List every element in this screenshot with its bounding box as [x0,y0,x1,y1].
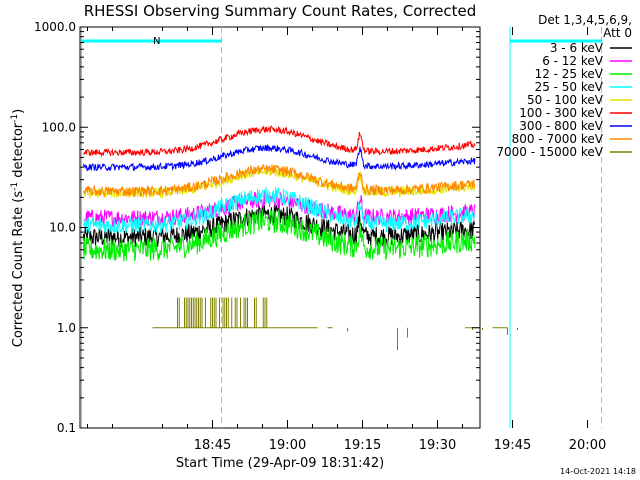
y-tick-label: 100.0 [42,120,76,134]
x-tick-label: 19:45 [494,438,531,453]
y-tick-label: 0.1 [57,421,76,435]
legend-header-line-2: Att 0 [603,26,632,40]
legend-item-label-3: 25 - 50 keV [535,80,604,94]
series-2 [83,209,476,262]
x-tick-label: 18:45 [194,438,231,453]
series-3 [83,186,476,235]
x-tick-label: 19:30 [419,438,456,453]
plot-area: N [79,26,602,429]
x-tick-label: 20:00 [569,438,606,453]
y-axis-label-mid: detector [11,122,26,182]
x-axis-label: Start Time (29-Apr-09 18:31:42) [176,456,384,471]
y-axis-label-main: Corrected Count Rate (s [11,191,26,348]
series-7 [83,164,476,198]
y-axis-label-end: ) [11,109,26,114]
series-6 [83,143,476,172]
series-8 [152,297,518,350]
y-axis-ticks: 1000.0 100.0 10.0 1.0 0.1 [34,20,480,435]
legend-item-label-7: 800 - 7000 keV [512,132,604,146]
x-axis-ticks: 18:45 19:00 19:15 19:30 19:45 20:00 [87,27,606,453]
y-axis-label-sup2: -1 [10,114,20,123]
legend-item-label-0: 3 - 6 keV [550,41,604,55]
chart-title: RHESSI Observing Summary Count Rates, Co… [84,2,477,20]
series-layer [83,125,518,350]
legend-item-label-6: 300 - 800 keV [519,119,603,133]
legend-item-label-4: 50 - 100 keV [527,93,604,107]
x-tick-label: 19:00 [269,438,306,453]
legend-item-label-1: 6 - 12 keV [542,54,604,68]
legend-item-label-2: 12 - 25 keV [535,67,604,81]
y-tick-label: 1000.0 [34,20,76,34]
x-tick-label: 19:15 [344,438,381,453]
y-axis-label-sup1: -1 [10,182,20,191]
legend-header-line-1: Det 1,3,4,5,6,9, [538,13,632,27]
legend-item-label-8: 7000 - 15000 keV [496,145,603,159]
series-1 [83,191,476,228]
y-tick-label: 10.0 [49,221,76,235]
timestamp: 14-Oct-2021 14:18 [560,467,636,476]
y-axis-label: Corrected Count Rate (s-1 detector-1) [10,109,26,347]
series-5 [83,125,476,158]
night-annotation-label: N [153,36,160,47]
y-tick-label: 1.0 [57,321,76,335]
legend-item-label-5: 100 - 300 keV [519,106,603,120]
